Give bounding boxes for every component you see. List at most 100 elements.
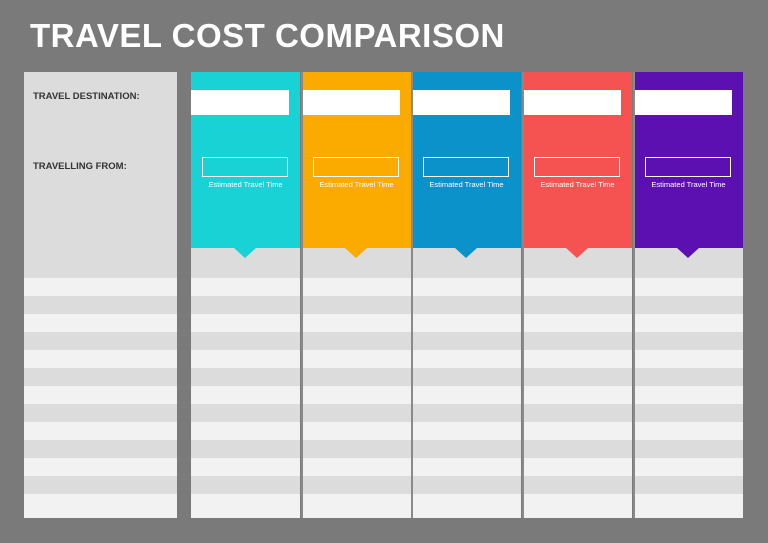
table-row [24,404,177,422]
table-row [634,422,743,440]
table-row [523,368,632,386]
destination-header-3: Estimated Travel Time [412,72,521,248]
table-row [634,350,743,368]
table-row [302,350,411,368]
pointer-arrow-icon [234,248,256,258]
destination-column-2: Estimated Travel Time [302,72,411,518]
table-row [523,314,632,332]
estimated-travel-time-label-4: Estimated Travel Time [540,180,615,189]
table-row [24,278,177,296]
table-row [191,350,300,368]
destination-input-4[interactable] [523,90,621,115]
table-row [191,476,300,494]
table-row [412,350,521,368]
page-title: TRAVEL COST COMPARISON [30,17,505,54]
table-row [191,458,300,476]
table-row [24,332,177,350]
destination-input-1[interactable] [191,90,289,115]
table-row [24,476,177,494]
table-row [523,422,632,440]
table-row [412,296,521,314]
destination-header-1: Estimated Travel Time [191,72,300,248]
table-row [634,296,743,314]
column-divider [301,72,303,518]
table-row [412,494,521,512]
pointer-arrow-icon [455,248,477,258]
table-row [412,458,521,476]
travelling-from-input-3[interactable] [423,157,509,177]
travelling-from-input-2[interactable] [313,157,399,177]
table-row [412,476,521,494]
table-row [634,332,743,350]
table-row [302,422,411,440]
column-divider [633,72,635,518]
travelling-from-input-5[interactable] [645,157,731,177]
table-row [412,314,521,332]
table-row [412,386,521,404]
destination-header-4: Estimated Travel Time [523,72,632,248]
destination-column-5: Estimated Travel Time [634,72,743,518]
column-divider [411,72,413,518]
table-row [24,440,177,458]
table-row [24,350,177,368]
table-row [523,332,632,350]
travel-destination-label: TRAVEL DESTINATION: [33,91,140,102]
table-row [412,404,521,422]
destination-input-3[interactable] [412,90,510,115]
table-row [191,296,300,314]
table-row [523,278,632,296]
table-row [634,476,743,494]
table-row [302,404,411,422]
estimated-travel-time-label-2: Estimated Travel Time [319,180,394,189]
destination-input-2[interactable] [302,90,400,115]
table-row [191,314,300,332]
destination-input-5[interactable] [634,90,732,115]
table-row [523,494,632,512]
table-row [412,332,521,350]
destination-header-5: Estimated Travel Time [634,72,743,248]
table-row [24,386,177,404]
destination-column-3: Estimated Travel Time [412,72,521,518]
table-row [523,476,632,494]
table-row [191,440,300,458]
pointer-arrow-icon [345,248,367,258]
table-row [24,458,177,476]
estimated-travel-time-label-5: Estimated Travel Time [651,180,726,189]
table-row [634,404,743,422]
table-row [191,494,300,512]
table-row [302,440,411,458]
table-row [24,314,177,332]
table-row [634,440,743,458]
table-row [191,332,300,350]
travelling-from-input-1[interactable] [202,157,288,177]
table-row [523,404,632,422]
table-row [634,386,743,404]
table-row [191,368,300,386]
travelling-from-input-4[interactable] [534,157,620,177]
table-row [302,458,411,476]
travelling-from-label: TRAVELLING FROM: [33,161,127,172]
column-divider [522,72,524,518]
pointer-arrow-icon [566,248,588,258]
table-row [634,458,743,476]
destination-column-1: Estimated Travel Time [191,72,300,518]
table-row [302,314,411,332]
estimated-travel-time-label-1: Estimated Travel Time [208,180,283,189]
pointer-arrow-icon [677,248,699,258]
table-row [191,404,300,422]
label-column-header: TRAVEL DESTINATION: TRAVELLING FROM: [24,72,177,278]
table-row [191,278,300,296]
table-row [412,422,521,440]
table-row [412,440,521,458]
destination-header-2: Estimated Travel Time [302,72,411,248]
label-column: TRAVEL DESTINATION: TRAVELLING FROM: [24,72,177,518]
table-row [302,278,411,296]
table-row [24,296,177,314]
table-row [24,494,177,512]
table-row [412,368,521,386]
table-row [634,278,743,296]
table-row [412,278,521,296]
table-row [634,494,743,512]
table-row [302,332,411,350]
table-row [302,368,411,386]
